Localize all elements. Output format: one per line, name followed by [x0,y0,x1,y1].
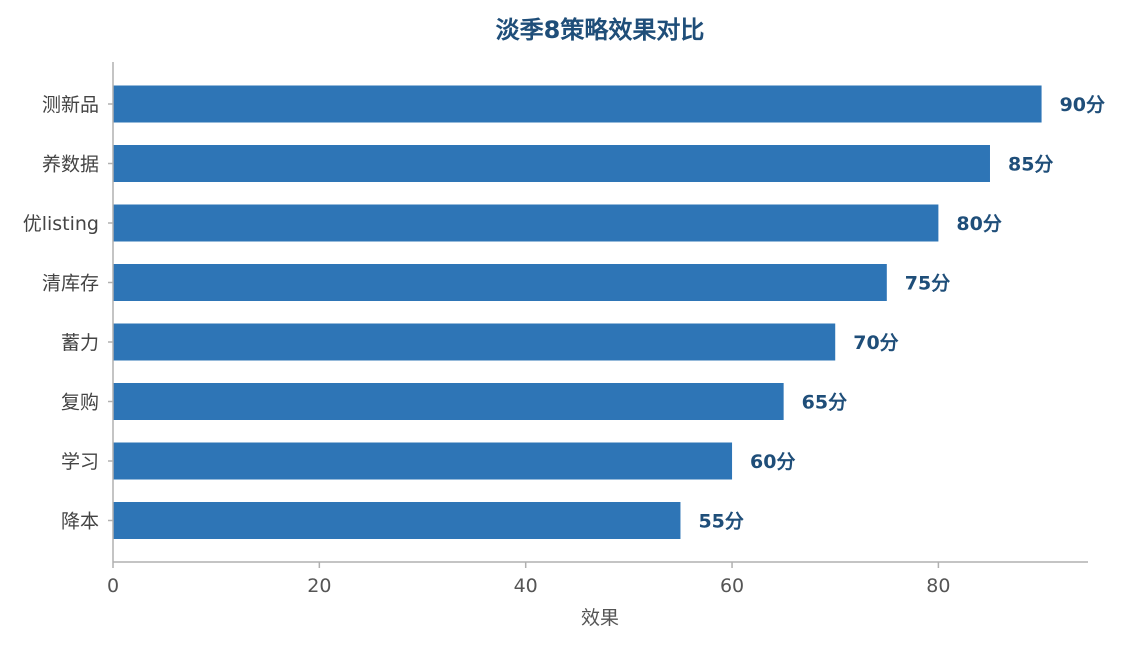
bar-value-label: 85分 [1008,154,1053,176]
bar-value-label: 80分 [956,213,1001,235]
y-tick-label: 测新品 [42,94,99,116]
bar-1 [113,145,990,182]
bar-value-label: 60分 [750,451,795,473]
x-tick-label: 0 [107,575,119,597]
bar-value-label: 55分 [698,511,743,533]
bar-7 [113,502,681,539]
bar-value-label: 75分 [905,273,950,295]
bar-4 [113,323,836,361]
y-tick-label: 养数据 [42,154,99,176]
y-tick-label: 学习 [61,451,99,473]
bar-5 [113,383,784,420]
x-tick-label: 60 [720,575,744,597]
x-axis-label: 效果 [581,607,619,629]
chart-title: 淡季8策略效果对比 [496,16,705,44]
x-tick-label: 20 [307,575,331,597]
y-tick-label: 清库存 [42,273,99,295]
bar-value-label: 70分 [853,332,898,354]
x-tick-label: 40 [514,575,538,597]
bar-3 [113,264,887,301]
bar-0 [113,85,1042,123]
bar-6 [113,442,733,480]
x-tick-label: 80 [926,575,950,597]
bar-value-label: 90分 [1060,94,1105,116]
y-tick-label: 降本 [61,511,99,533]
y-tick-label: 优listing [23,213,99,235]
y-tick-label: 复购 [61,392,99,414]
y-tick-label: 蓄力 [61,332,99,354]
bar-2 [113,204,939,242]
bar-value-label: 65分 [802,392,847,414]
